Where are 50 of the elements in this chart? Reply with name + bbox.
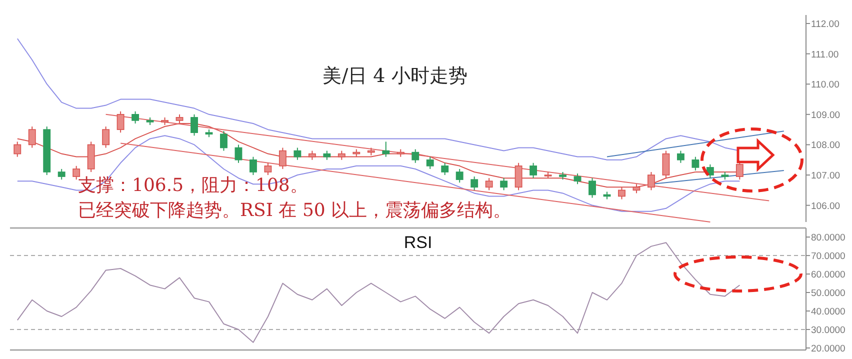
y-tick-label: 30.0000 xyxy=(811,324,846,336)
candlestick xyxy=(190,114,198,136)
candlestick xyxy=(470,176,478,191)
y-tick-label: 50.0000 xyxy=(811,288,846,300)
candlestick xyxy=(102,126,110,148)
candlestick xyxy=(426,156,434,170)
candlestick xyxy=(58,168,66,180)
candlestick xyxy=(278,147,286,170)
text: 美/日 4 小时走势 xyxy=(322,65,468,87)
candlestick xyxy=(338,150,346,160)
y-tick-label: 111.00 xyxy=(811,49,839,60)
candlestick xyxy=(14,141,22,158)
candlestick xyxy=(588,178,596,198)
candlestick xyxy=(485,178,493,191)
candlestick xyxy=(28,126,36,148)
candlestick xyxy=(662,150,670,179)
candlestick xyxy=(500,178,508,191)
y-tick-label: 80.0000 xyxy=(811,232,846,244)
y-tick-label: 40.0000 xyxy=(811,306,846,318)
chart-title: RSI xyxy=(404,233,432,252)
candlestick xyxy=(574,173,582,185)
candlestick xyxy=(530,162,538,179)
y-tick-label: 108.00 xyxy=(811,140,840,152)
candlestick xyxy=(294,147,302,160)
candlestick xyxy=(308,150,316,160)
candlestick xyxy=(692,156,700,171)
y-tick-label: 106.00 xyxy=(811,200,840,212)
annotation: 已经突破下降趋势。RSI 在 50 以上，震荡偏多结构。 xyxy=(78,200,512,221)
candlestick xyxy=(456,168,464,184)
y-tick-label: 20.0000 xyxy=(811,343,846,354)
candlestick xyxy=(116,110,124,134)
candlestick xyxy=(132,110,140,124)
candlestick xyxy=(250,156,257,176)
candlestick xyxy=(234,144,242,164)
y-tick-label: 70.0000 xyxy=(811,251,846,262)
candlestick xyxy=(220,130,228,152)
y-tick-label: 107.00 xyxy=(811,170,840,182)
candlestick xyxy=(706,164,714,179)
annotation: 支撑：106.5，阻力：108。 xyxy=(78,175,308,196)
candlestick xyxy=(441,162,449,176)
candlestick xyxy=(412,148,420,164)
y-tick-label: 109.00 xyxy=(811,110,840,121)
y-tick-label: 112.00 xyxy=(811,18,840,30)
candlestick xyxy=(323,150,331,160)
candlestick xyxy=(72,165,80,180)
candlestick xyxy=(676,150,684,164)
y-tick-label: 110.00 xyxy=(811,80,840,91)
candlestick xyxy=(382,141,390,158)
candlestick xyxy=(264,162,272,176)
y-tick-label: 60.0000 xyxy=(811,270,846,281)
